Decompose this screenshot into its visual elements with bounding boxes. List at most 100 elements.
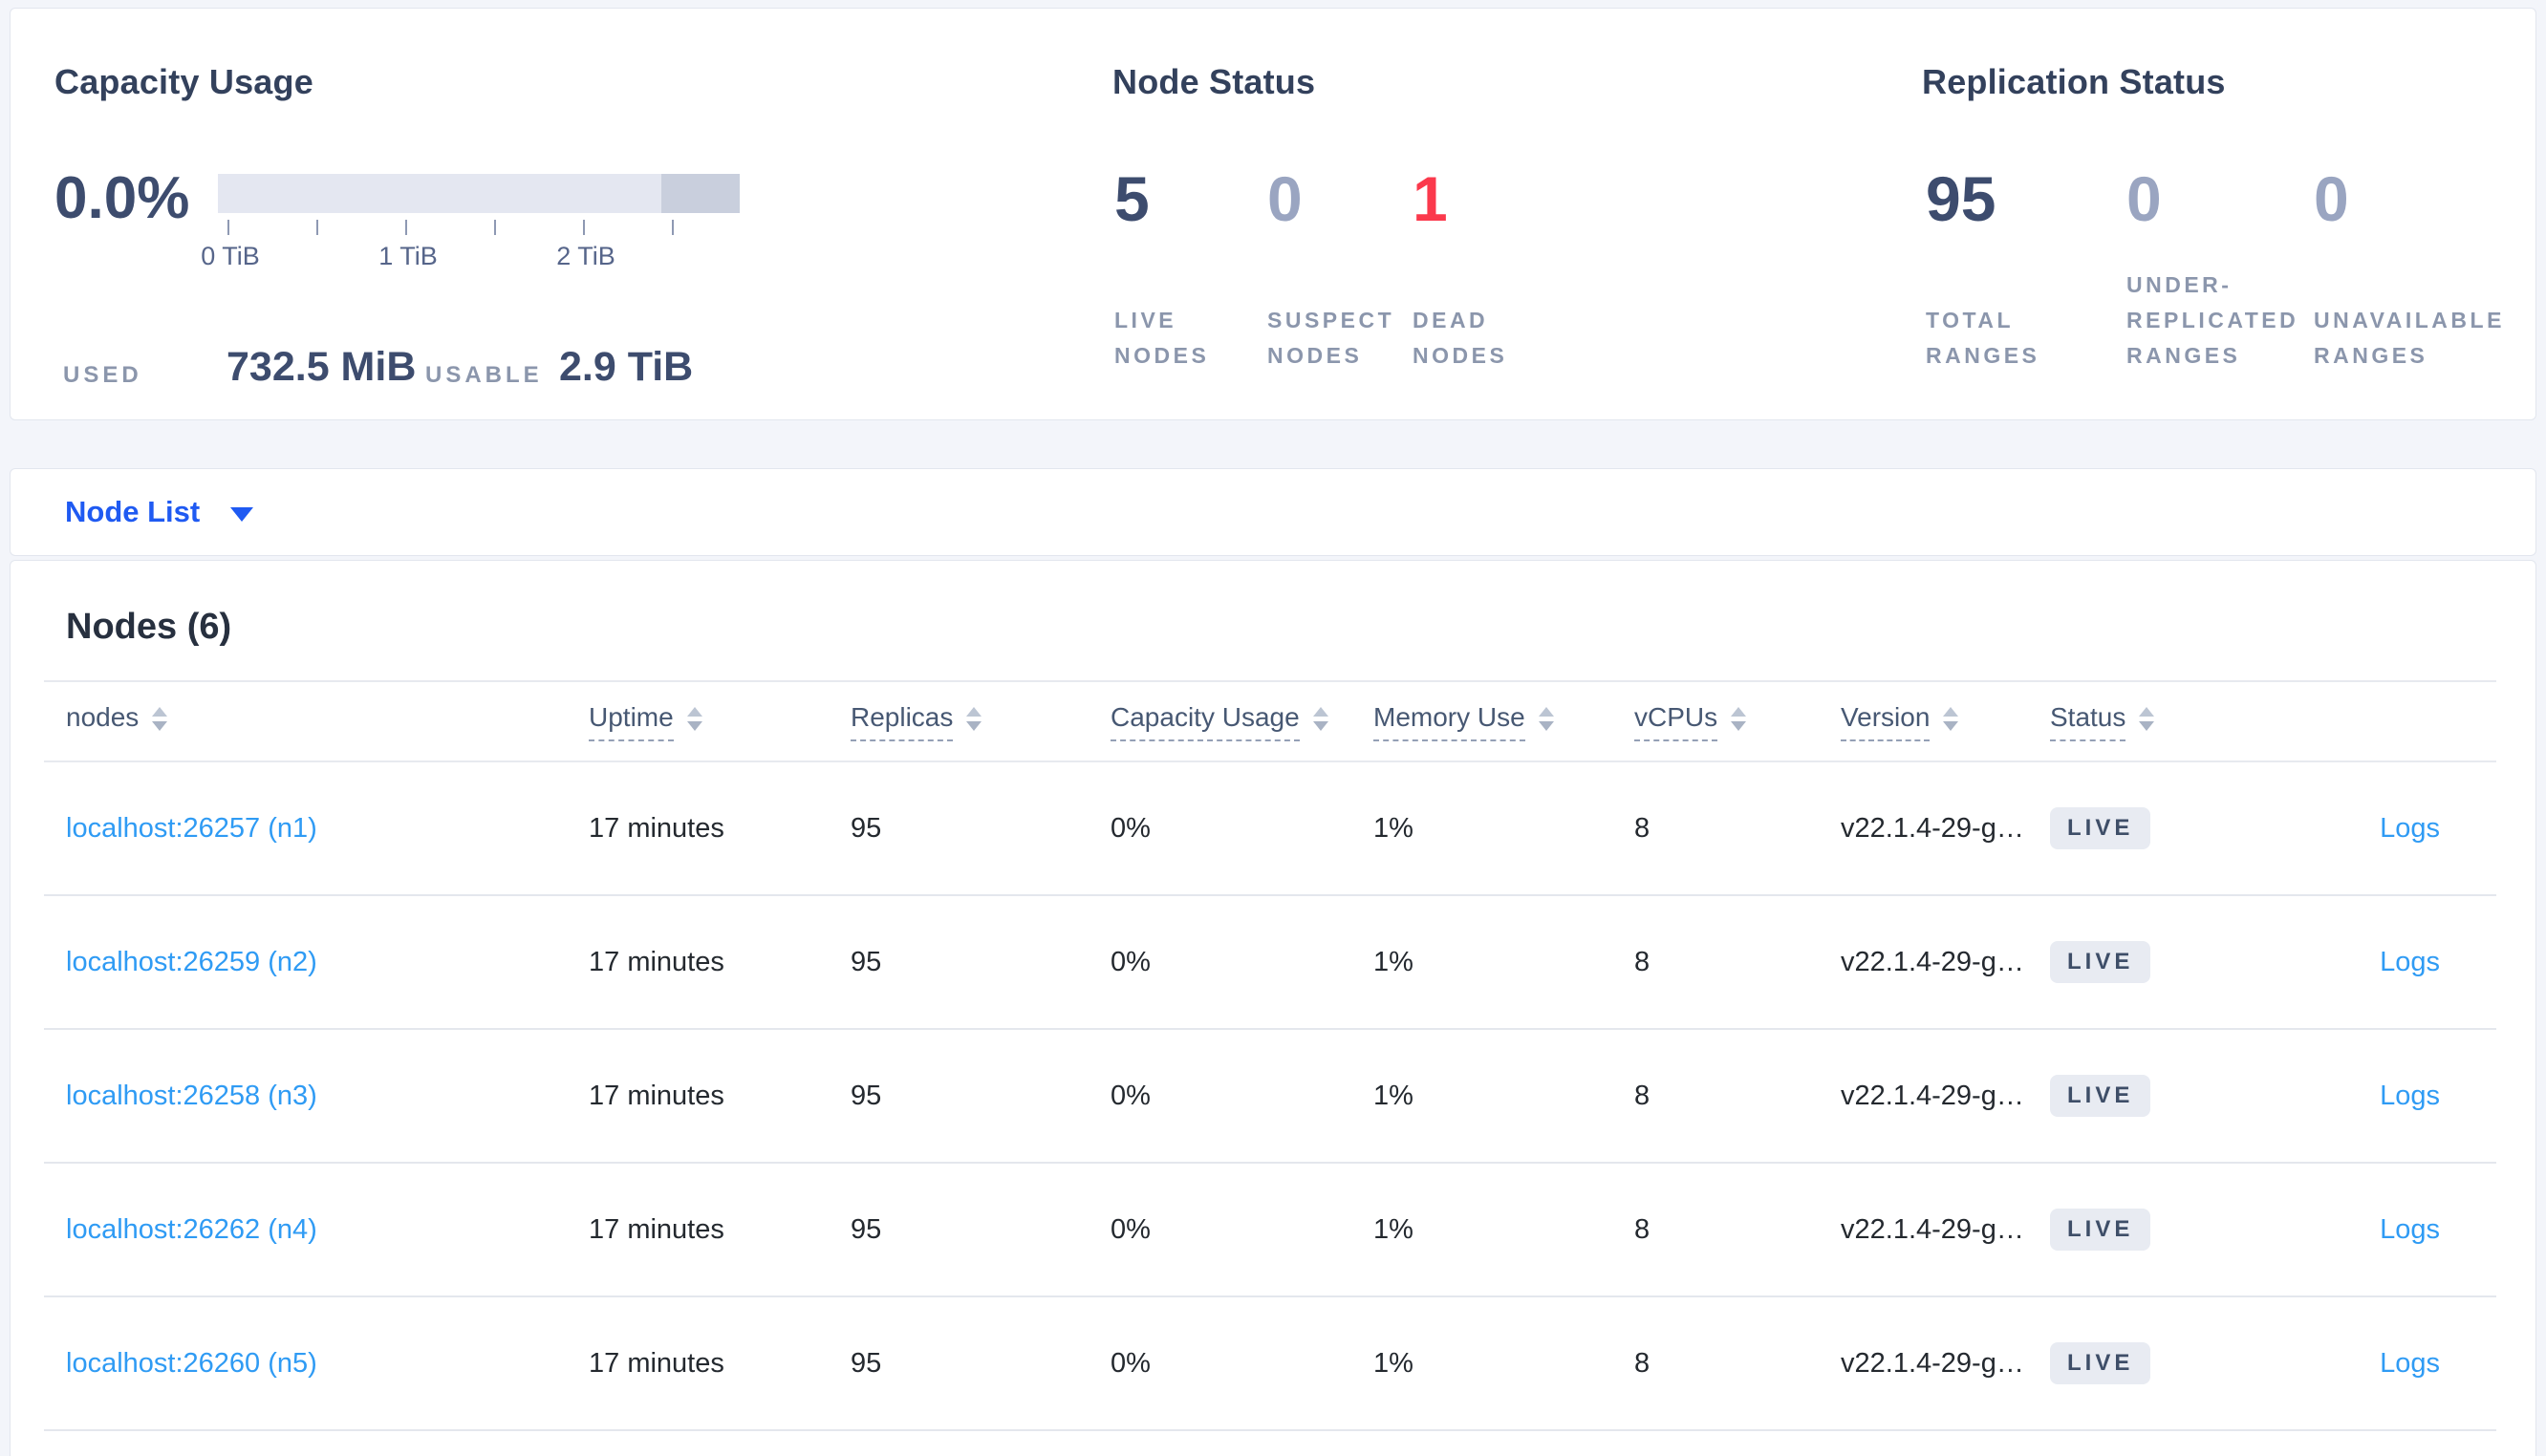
capacity-usable-value: 2.9 TiB [559, 344, 694, 390]
uptime-cell: 17 minutes [589, 946, 724, 977]
column-header-vcpus[interactable]: vCPUs [1634, 702, 1841, 741]
sort-icon [966, 706, 982, 731]
table-row: localhost:26259 (n2) 17 minutes 95 0% 1%… [44, 896, 2496, 1030]
uptime-cell: 17 minutes [589, 812, 724, 844]
memory-use-cell: 1% [1373, 1080, 1413, 1111]
nodes-heading: Nodes (6) [66, 607, 232, 647]
capacity-percent-value: 0.0% [54, 165, 190, 231]
table-header-row: nodes Uptime Replicas Capacity Usage Mem… [11, 682, 2535, 762]
heading-divider [44, 680, 2496, 682]
sort-icon [686, 706, 702, 731]
column-header-label: Status [2050, 702, 2126, 741]
column-header-label: Memory Use [1373, 702, 1525, 741]
axis-tick [672, 220, 674, 235]
node-link[interactable]: localhost:26262 (n4) [66, 1213, 317, 1245]
nodes-table-card: Nodes (6) nodes Uptime Replicas Capacity… [10, 560, 2536, 1456]
nodes-table-body: localhost:26257 (n1) 17 minutes 95 0% 1%… [11, 762, 2535, 1431]
replication-status-title: Replication Status [1922, 62, 2226, 101]
sort-icon [1731, 706, 1747, 731]
column-header-label: Replicas [851, 702, 954, 741]
node-link[interactable]: localhost:26258 (n3) [66, 1080, 317, 1111]
dead-nodes-value: 1 [1413, 163, 1448, 234]
column-header-version[interactable]: Version [1841, 702, 2050, 741]
axis-tick-label: 0 TiB [201, 242, 260, 270]
table-row: localhost:26260 (n5) 17 minutes 95 0% 1%… [44, 1297, 2496, 1431]
sort-icon [2139, 706, 2155, 731]
column-header-label: Capacity Usage [1111, 702, 1300, 741]
node-link[interactable]: localhost:26259 (n2) [66, 946, 317, 977]
capacity-usage-cell: 0% [1111, 946, 1151, 977]
replicas-cell: 95 [851, 946, 882, 977]
memory-use-cell: 1% [1373, 946, 1413, 977]
capacity-bar-reserved-segment [661, 174, 740, 213]
vcpus-cell: 8 [1634, 1347, 1651, 1379]
status-badge: LIVE [2050, 1209, 2151, 1251]
replicas-cell: 95 [851, 1213, 882, 1245]
logs-link[interactable]: Logs [2380, 1347, 2440, 1379]
capacity-usage-cell: 0% [1111, 1080, 1151, 1111]
capacity-used-value: 732.5 MiB [227, 344, 417, 390]
logs-link[interactable]: Logs [2380, 1213, 2440, 1245]
suspect-nodes-label: SUSPECT NODES [1267, 308, 1395, 368]
under-replicated-ranges-value: 0 [2126, 163, 2162, 234]
capacity-usable-label: USABLE [425, 362, 543, 388]
sort-icon [1538, 706, 1554, 731]
vcpus-cell: 8 [1634, 946, 1651, 977]
uptime-cell: 17 minutes [589, 1213, 724, 1245]
column-header-label: Uptime [589, 702, 674, 741]
axis-tick [494, 220, 496, 235]
axis-tick-label: 1 TiB [378, 242, 438, 270]
node-list-dropdown[interactable]: Node List [65, 469, 254, 555]
table-row: localhost:26262 (n4) 17 minutes 95 0% 1%… [44, 1164, 2496, 1297]
dead-nodes-label: DEAD NODES [1413, 308, 1508, 368]
memory-use-cell: 1% [1373, 1213, 1413, 1245]
version-cell: v22.1.4-29-g… [1841, 812, 2024, 844]
node-link[interactable]: localhost:26260 (n5) [66, 1347, 317, 1379]
memory-use-cell: 1% [1373, 812, 1413, 844]
version-cell: v22.1.4-29-g… [1841, 1080, 2024, 1111]
logs-link[interactable]: Logs [2380, 812, 2440, 844]
column-header-nodes[interactable]: nodes [66, 702, 589, 741]
node-list-dropdown-label: Node List [65, 495, 201, 528]
version-cell: v22.1.4-29-g… [1841, 1347, 2024, 1379]
replicas-cell: 95 [851, 812, 882, 844]
vcpus-cell: 8 [1634, 812, 1651, 844]
axis-tick [227, 220, 229, 235]
column-header-status[interactable]: Status [2050, 702, 2247, 741]
axis-tick [405, 220, 407, 235]
logs-link[interactable]: Logs [2380, 946, 2440, 977]
axis-tick-label: 2 TiB [556, 242, 615, 270]
column-header-label: vCPUs [1634, 702, 1718, 741]
uptime-cell: 17 minutes [589, 1347, 724, 1379]
capacity-usage-cell: 0% [1111, 1347, 1151, 1379]
replicas-cell: 95 [851, 1347, 882, 1379]
column-header-replicas[interactable]: Replicas [851, 702, 1111, 741]
capacity-usage-cell: 0% [1111, 1213, 1151, 1245]
unavailable-ranges-value: 0 [2314, 163, 2349, 234]
sort-icon [1312, 706, 1328, 731]
capacity-usage-cell: 0% [1111, 812, 1151, 844]
total-ranges-label: TOTAL RANGES [1926, 308, 2040, 368]
total-ranges-value: 95 [1926, 163, 1996, 234]
logs-link[interactable]: Logs [2380, 1080, 2440, 1111]
view-selector-bar: Node List [10, 468, 2536, 556]
node-link[interactable]: localhost:26257 (n1) [66, 812, 317, 844]
status-badge: LIVE [2050, 941, 2151, 983]
status-badge: LIVE [2050, 807, 2151, 849]
sort-icon [1943, 706, 1959, 731]
table-row: localhost:26257 (n1) 17 minutes 95 0% 1%… [44, 762, 2496, 896]
column-header-label: Version [1841, 702, 1931, 741]
under-replicated-ranges-label: UNDER-REPLICATED RANGES [2126, 272, 2299, 368]
capacity-usage-title: Capacity Usage [54, 62, 313, 101]
column-header-uptime[interactable]: Uptime [589, 702, 851, 741]
column-header-label: nodes [66, 701, 140, 732]
column-header-memory-use[interactable]: Memory Use [1373, 702, 1634, 741]
column-header-capacity-usage[interactable]: Capacity Usage [1111, 702, 1373, 741]
axis-tick [316, 220, 318, 235]
status-badge: LIVE [2050, 1075, 2151, 1117]
version-cell: v22.1.4-29-g… [1841, 946, 2024, 977]
uptime-cell: 17 minutes [589, 1080, 724, 1111]
status-badge: LIVE [2050, 1342, 2151, 1384]
live-nodes-value: 5 [1114, 163, 1150, 234]
memory-use-cell: 1% [1373, 1347, 1413, 1379]
